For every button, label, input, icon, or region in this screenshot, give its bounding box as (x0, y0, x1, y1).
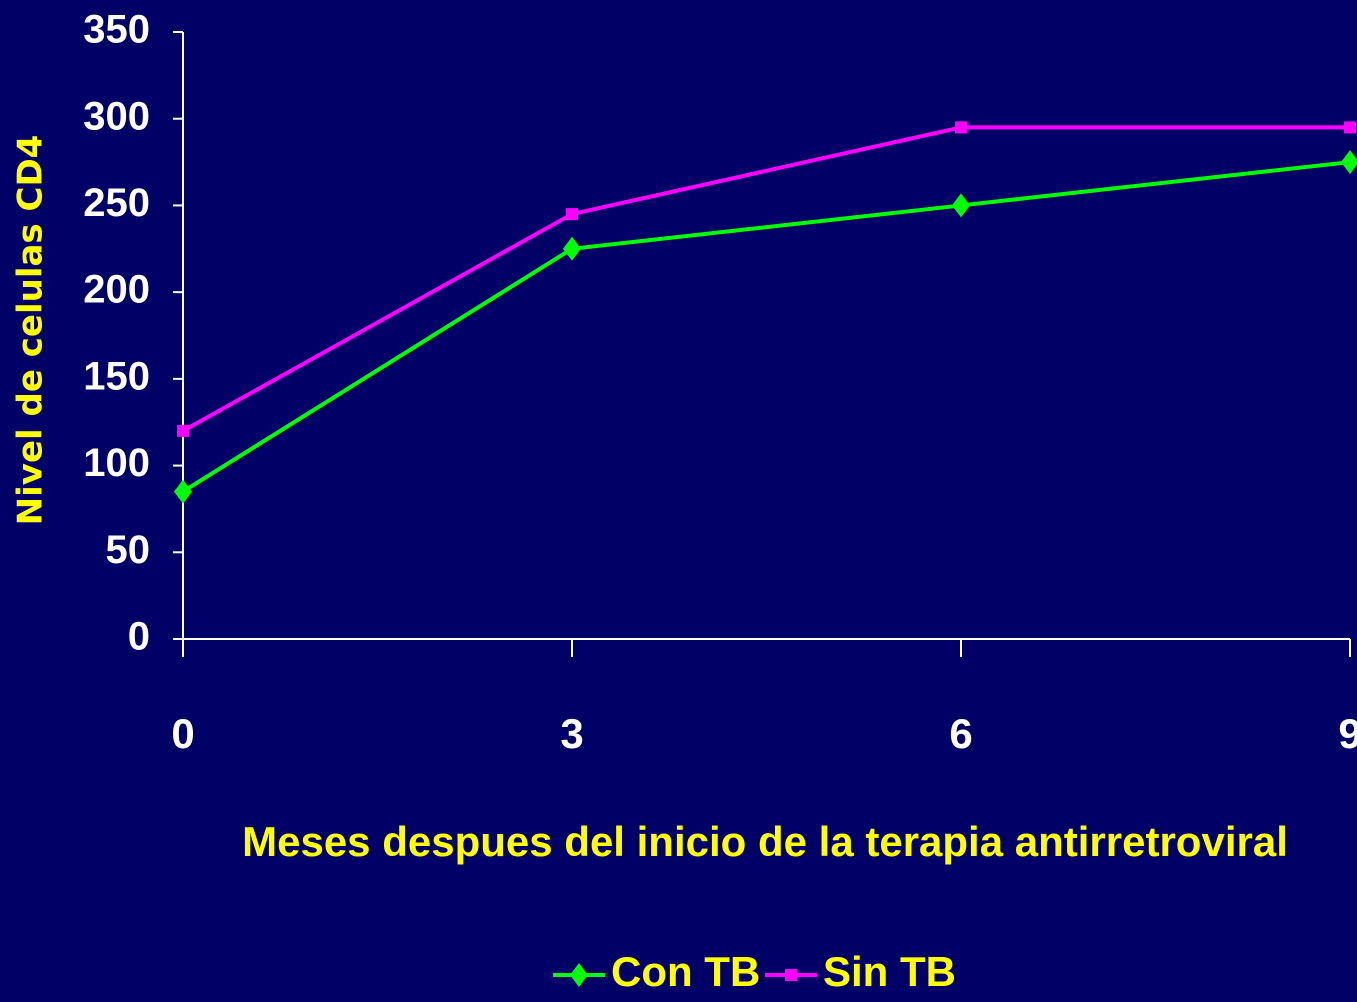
y-tick-label: 350 (83, 8, 150, 52)
data-point (174, 479, 192, 504)
y-tick-label: 250 (83, 181, 150, 225)
series-line (181, 160, 1351, 494)
data-point (1341, 150, 1357, 175)
y-tick-label: 300 (83, 94, 150, 138)
legend-label: Sin TB (823, 948, 956, 995)
legend-marker (570, 963, 588, 987)
x-axis-label: Meses despues del inicio de la terapia a… (242, 818, 1288, 865)
x-tick-label: 0 (171, 710, 194, 757)
y-tick-label: 150 (83, 354, 150, 398)
x-tick-label: 6 (949, 710, 972, 757)
y-axis-label: Nivel de celulas CD4 (11, 135, 51, 526)
data-point (952, 193, 970, 218)
data-point (1344, 121, 1356, 134)
y-tick-label: 50 (106, 528, 151, 572)
y-tick-label: 100 (83, 441, 150, 485)
data-point (563, 236, 581, 261)
data-point (566, 208, 578, 221)
y-tick-label: 0 (128, 615, 150, 659)
legend-marker (785, 969, 797, 981)
legend-label: Con TB (611, 948, 760, 995)
x-tick-label: 9 (1338, 710, 1357, 757)
data-point (955, 121, 967, 134)
x-tick-label: 3 (560, 710, 583, 757)
y-tick-label: 200 (83, 268, 150, 312)
data-point (177, 424, 189, 437)
series-line (182, 125, 1350, 433)
